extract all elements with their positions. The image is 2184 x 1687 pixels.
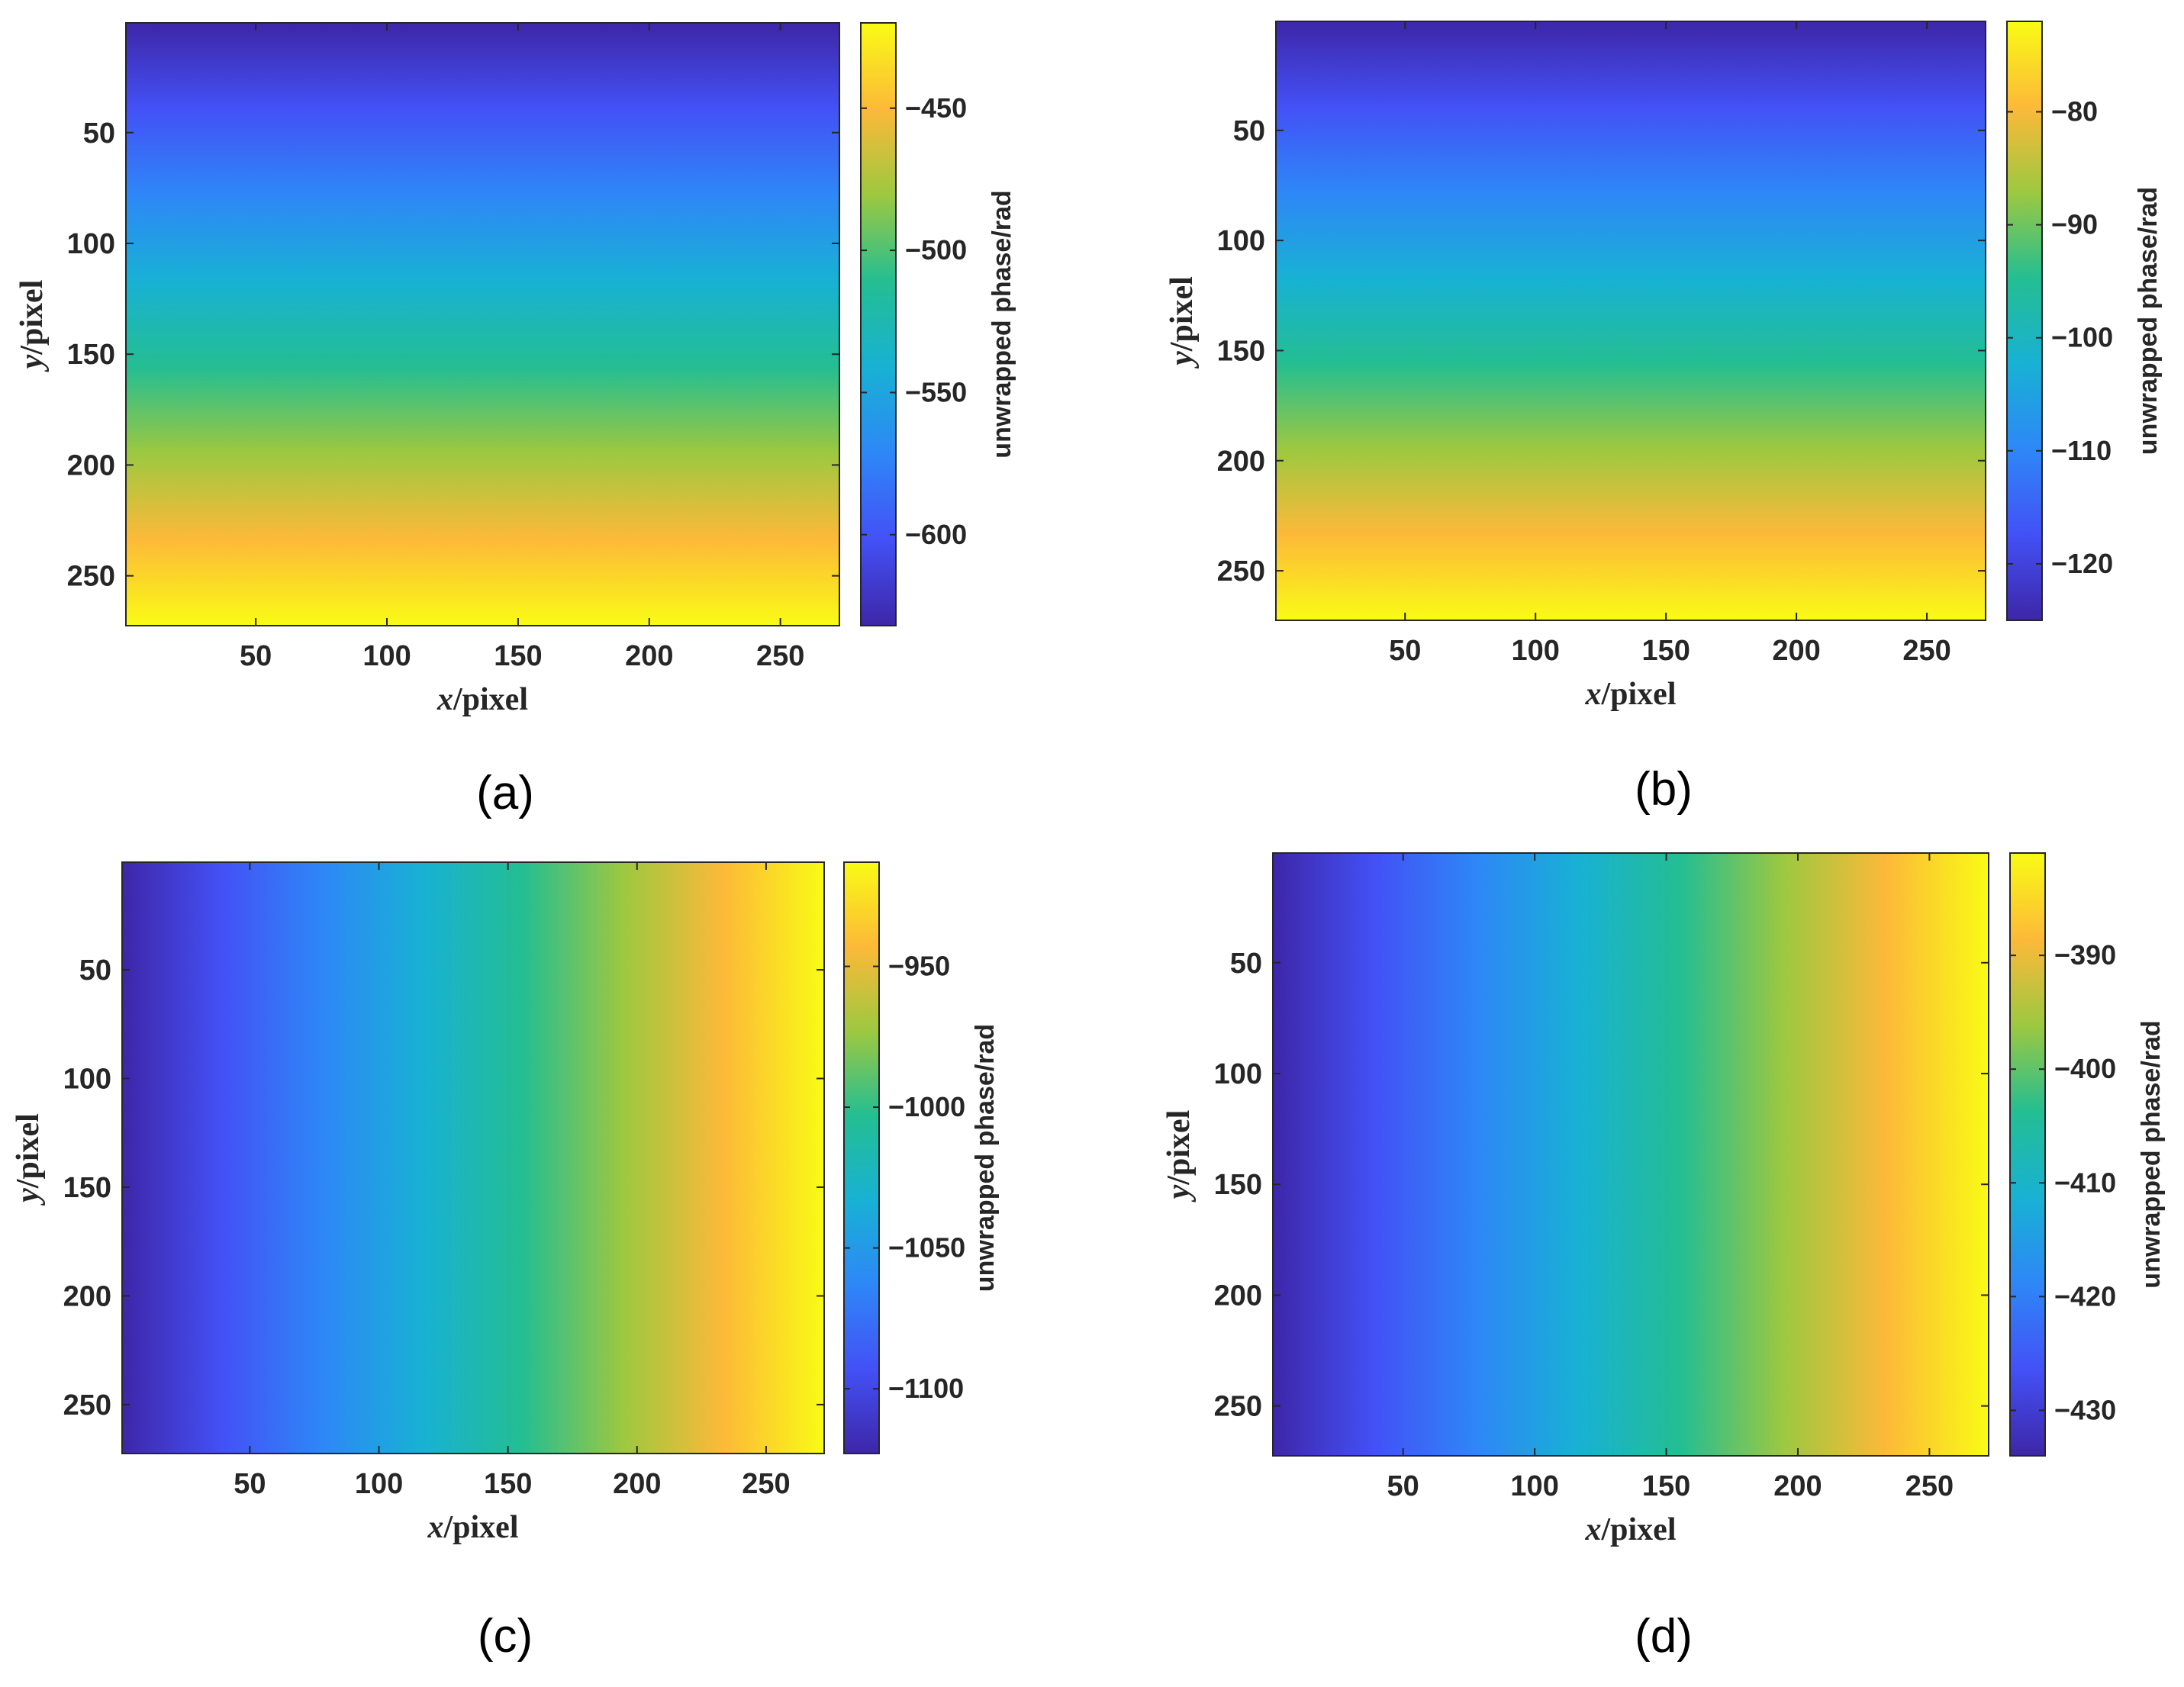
y-tick-label: 150: [67, 339, 115, 371]
y-tick-label: 50: [1233, 115, 1265, 147]
x-tick-label: 100: [1510, 1470, 1558, 1502]
y-axis-label: y/pixel: [1164, 276, 1200, 369]
y-axis-label: y/pixel: [1161, 1110, 1197, 1203]
x-axis-label: x/pixel: [1584, 1512, 1676, 1547]
x-tick-label: 100: [1511, 635, 1559, 667]
y-tick-label: 250: [1214, 1391, 1262, 1423]
panel-label: (c): [478, 1610, 533, 1663]
axes-box-d: [1272, 852, 1989, 1457]
x-tick-label: 150: [1641, 635, 1690, 667]
heatmap-d: [1273, 853, 1989, 1456]
y-tick-label: 200: [63, 1280, 111, 1312]
colorbar-a: [861, 23, 896, 626]
y-tick-label: 150: [63, 1172, 111, 1204]
x-tick-label: 100: [355, 1468, 403, 1500]
y-tick-label: 150: [1214, 1169, 1262, 1201]
axes-box-a: [125, 22, 840, 626]
panel-label: (a): [476, 767, 534, 819]
y-tick-label: 250: [63, 1389, 111, 1421]
panel-d: 50 100 150 200 250 50 100 150 200 250 x/pixel y/pix…: [1161, 852, 2166, 1663]
colorbar-tick-label: −90: [2051, 209, 2098, 240]
colorbar-label: unwrapped phase/rad: [987, 190, 1016, 458]
y-tick-label: 150: [1217, 335, 1265, 367]
x-tick-label: 250: [756, 640, 804, 672]
colorbar-tick-label: −1050: [888, 1232, 965, 1264]
x-tick-label: 250: [1902, 635, 1950, 667]
x-tick-label: 50: [1387, 1470, 1419, 1502]
panel-label: (b): [1635, 763, 1693, 816]
y-tick-label: 250: [67, 561, 115, 593]
y-axis-label: y/pixel: [11, 1113, 46, 1206]
colorbar-box-a: [860, 22, 897, 626]
panel-a: 50 100 150 200 250 50 100 150 200 250 x/pixel y/pix…: [14, 22, 1016, 819]
y-tick-label: 200: [67, 449, 115, 481]
colorbar-box-c: [843, 861, 880, 1454]
colorbar-tick-label: −600: [905, 519, 967, 550]
colorbar-tick-label: −420: [2054, 1280, 2116, 1312]
x-tick-label: 150: [484, 1468, 532, 1500]
y-tick-label: 100: [67, 228, 115, 260]
y-tick-label: 50: [1230, 948, 1262, 980]
colorbar-tick-label: −950: [888, 951, 950, 982]
x-tick-label: 50: [234, 1468, 266, 1500]
x-tick-label: 200: [1772, 635, 1820, 667]
y-tick-label: 50: [83, 118, 115, 150]
x-tick-label: 50: [240, 640, 272, 672]
colorbar-tick-label: −100: [2051, 322, 2113, 353]
axes-box-c: [121, 861, 825, 1454]
heatmap-a: [126, 23, 839, 626]
colorbar-tick-label: −1100: [888, 1373, 964, 1404]
y-tick-label: 100: [1214, 1058, 1262, 1090]
panel-b: 50 100 150 200 250 50 100 150 200 250 x/pixel y/pix…: [1164, 21, 2163, 816]
axes-box-b: [1275, 21, 1986, 621]
y-tick-label: 50: [79, 955, 111, 987]
heatmap-c: [122, 862, 824, 1454]
x-tick-label: 200: [625, 640, 673, 672]
x-tick-label: 150: [494, 640, 542, 672]
colorbar-tick-label: −500: [905, 234, 967, 266]
y-tick-label: 100: [63, 1064, 111, 1096]
colorbar-tick-label: −390: [2054, 939, 2116, 971]
x-tick-label: 250: [742, 1468, 790, 1500]
x-tick-label: 200: [613, 1468, 661, 1500]
colorbar-label: unwrapped phase/rad: [971, 1024, 1000, 1292]
colorbar-box-d: [2009, 852, 2046, 1457]
colorbar-tick-label: −110: [2051, 435, 2112, 466]
colorbar-tick-label: −1000: [888, 1091, 965, 1122]
colorbar-tick-label: −410: [2054, 1167, 2116, 1198]
x-tick-label: 100: [362, 640, 411, 672]
panel-label: (d): [1635, 1610, 1693, 1663]
x-tick-label: 250: [1905, 1470, 1954, 1502]
colorbar-tick-label: −450: [905, 92, 967, 124]
y-tick-label: 200: [1214, 1280, 1262, 1312]
colorbar-label: unwrapped phase/rad: [2137, 1020, 2166, 1288]
x-axis-label: x/pixel: [436, 682, 528, 717]
y-tick-label: 250: [1217, 555, 1265, 588]
y-axis-label: y/pixel: [14, 280, 50, 373]
panel-c: 50 100 150 200 250 50 100 150 200 250 x/pixel y/pix…: [11, 861, 1000, 1663]
colorbar-tick-label: −400: [2054, 1053, 2116, 1084]
x-axis-label: x/pixel: [1584, 677, 1676, 712]
colorbar-c: [844, 862, 879, 1454]
colorbar-label: unwrapped phase/rad: [2134, 187, 2163, 455]
y-tick-label: 200: [1217, 446, 1265, 478]
colorbar-box-b: [2006, 21, 2043, 621]
heatmap-b: [1276, 21, 1986, 620]
colorbar-tick-label: −430: [2054, 1394, 2116, 1425]
colorbar-tick-label: −120: [2051, 548, 2113, 579]
x-tick-label: 150: [1642, 1470, 1690, 1502]
x-axis-label: x/pixel: [427, 1510, 518, 1545]
x-tick-label: 200: [1773, 1470, 1822, 1502]
colorbar-tick-label: −550: [905, 376, 967, 407]
colorbar-tick-label: −80: [2051, 95, 2098, 127]
colorbar-d: [2010, 853, 2045, 1456]
y-tick-label: 100: [1217, 225, 1265, 257]
x-tick-label: 50: [1389, 635, 1421, 667]
colorbar-b: [2007, 21, 2042, 620]
